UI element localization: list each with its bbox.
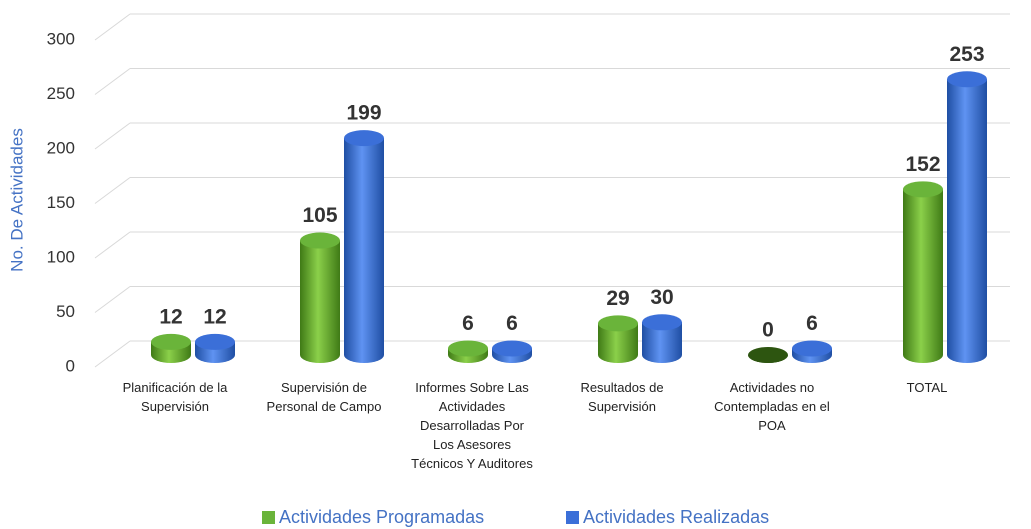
bar [947, 79, 987, 363]
y-tick-label: 300 [47, 29, 75, 48]
data-label: 6 [506, 312, 518, 335]
data-label: 12 [159, 305, 182, 328]
grid-line [94, 286, 131, 313]
bar [598, 323, 638, 363]
data-label: 29 [606, 287, 629, 310]
bar-top [947, 71, 987, 88]
grid-line [94, 231, 131, 259]
legend-label: Actividades Realizadas [583, 507, 769, 527]
grid-line [94, 122, 131, 150]
bar [344, 138, 384, 363]
bar-top [598, 315, 638, 332]
bar [300, 240, 340, 363]
bar-top [151, 333, 191, 350]
y-tick-label: 150 [47, 193, 75, 212]
grid-line [94, 13, 131, 41]
data-label: 6 [462, 312, 474, 335]
grid-line [94, 340, 131, 368]
x-tick-label: Actividades no Contempladas en el POA [714, 380, 830, 433]
grid-line [94, 177, 131, 204]
legend-swatch [566, 511, 579, 524]
legend-swatch [262, 511, 275, 524]
bar-top [492, 340, 532, 357]
legend-label: Actividades Programadas [279, 507, 484, 527]
bar-top [642, 314, 682, 331]
data-label: 12 [203, 305, 226, 328]
y-tick-label: 250 [47, 84, 75, 103]
x-tick-label: TOTAL [906, 380, 948, 395]
bar [642, 322, 682, 363]
data-label: 30 [650, 286, 673, 309]
data-label: 105 [302, 204, 337, 227]
bar-top [195, 333, 235, 350]
bar [903, 189, 943, 363]
x-tick-label: Planificación de la Supervisión [122, 380, 228, 414]
y-tick-label: 100 [47, 247, 75, 266]
x-tick-label: Informes Sobre Las Actividades Desarroll… [411, 380, 533, 471]
data-label: 0 [762, 319, 774, 342]
y-tick-label: 0 [66, 356, 75, 375]
bar-top [792, 340, 832, 357]
data-label: 199 [346, 102, 381, 125]
bar-top [748, 347, 788, 363]
data-label: 152 [905, 153, 940, 176]
y-tick-label: 50 [56, 302, 75, 321]
y-axis-title: No. De Actividades [7, 128, 26, 272]
bar-top [300, 232, 340, 249]
grid-line [94, 68, 131, 95]
bar-top [448, 340, 488, 357]
y-tick-label: 200 [47, 138, 75, 157]
x-tick-label: Supervisión de Personal de Campo [266, 380, 382, 414]
data-label: 253 [949, 43, 984, 66]
bar-top [903, 181, 943, 198]
data-label: 6 [806, 312, 818, 335]
bar-top [344, 130, 384, 147]
x-tick-label: Resultados de Supervisión [580, 380, 664, 414]
